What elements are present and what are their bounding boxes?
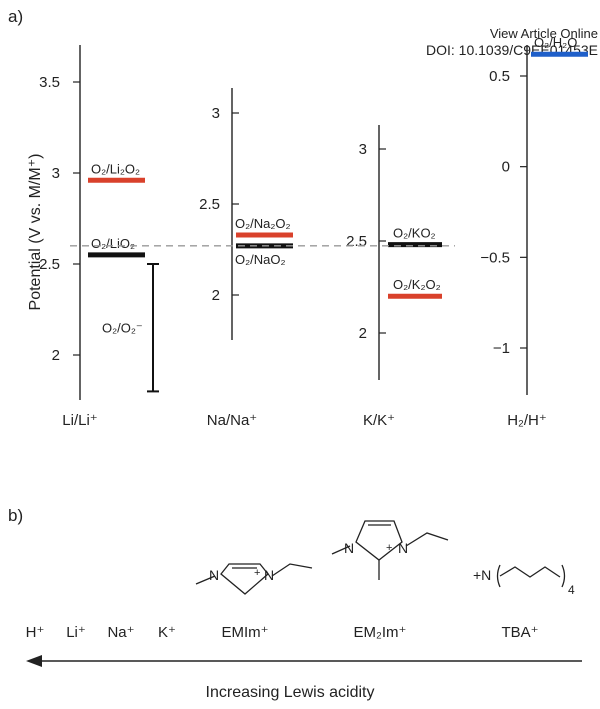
tba-butyl-chain <box>499 566 561 578</box>
li-tick-label-0: 2 <box>52 347 60 364</box>
k-tick-label-0: 2 <box>359 325 367 342</box>
em2im-ethyl-chain <box>405 532 449 547</box>
k-tick-label-2: 3 <box>359 141 367 158</box>
cation-k: K⁺ <box>158 624 176 641</box>
cation-h: H⁺ <box>26 624 45 641</box>
em2im-atom-n1: N <box>344 540 354 556</box>
li-couple-label-0: O₂/Li₂O₂ <box>91 161 140 176</box>
h-axis-xlabel: H₂/H⁺ <box>507 412 547 429</box>
k-couple-label-0: O₂/KO₂ <box>393 226 436 241</box>
li-tick-label-3: 3.5 <box>39 74 60 91</box>
li-tick-label-1: 2.5 <box>39 256 60 273</box>
h-tick-label-1: −0.5 <box>480 249 510 266</box>
tba-subscript: 4 <box>568 583 575 597</box>
k-couple-label-1: O₂/K₂O₂ <box>393 277 441 292</box>
emim-ethyl-chain <box>271 563 313 577</box>
emim-ring <box>220 563 269 595</box>
panel-a-label: a) <box>8 7 23 26</box>
em2im-ring <box>355 520 403 561</box>
k-tick-label-1: 2.5 <box>346 233 367 250</box>
em2im-charge: + <box>386 542 392 554</box>
cation-na: Na⁺ <box>107 624 134 641</box>
li-axis-xlabel: Li/Li⁺ <box>62 412 97 429</box>
tba-structure <box>496 564 566 588</box>
tba-bracket-right <box>561 564 566 588</box>
na-tick-label-2: 3 <box>212 105 220 122</box>
cation-li: Li⁺ <box>66 624 86 641</box>
na-tick-label-0: 2 <box>212 287 220 304</box>
li-o2-superoxide-range-label: O₂/O₂⁻ <box>102 321 143 336</box>
emim-methyl-bond <box>195 575 216 585</box>
cation-emim: EMIm⁺ <box>221 624 268 641</box>
potential-diagram: 2 2.5 3 3.5 Li/Li⁺ O₂/Li₂O₂ O₂/LiO₂ O₂/O₂⁻ 2 2.5 3… <box>39 35 588 429</box>
na-tick-label-1: 2.5 <box>199 196 220 213</box>
cation-em2im: EM₂Im⁺ <box>354 624 407 641</box>
na-couple-label-0: O₂/Na₂O₂ <box>235 216 291 231</box>
emim-atom-n2: N <box>264 567 274 583</box>
cation-tba: TBA⁺ <box>501 624 538 641</box>
view-article-online-link[interactable]: View Article Online <box>490 26 598 41</box>
panel-b-label: b) <box>8 506 23 525</box>
emim-structure <box>195 563 313 595</box>
h-couple-label-0: O₂/H₂O <box>534 35 577 50</box>
h-tick-label-3: 0.5 <box>489 68 510 85</box>
emim-atom-n1: N <box>209 567 219 583</box>
em2im-structure <box>331 520 449 580</box>
em2im-methyl-bond <box>331 545 351 555</box>
li-couple-label-1: O₂/LiO₂ <box>91 236 135 251</box>
lewis-acidity-arrowhead <box>26 655 42 667</box>
em2im-atom-n2: N <box>398 540 408 556</box>
li-tick-label-2: 3 <box>52 165 60 182</box>
emim-charge: + <box>254 567 260 579</box>
tba-bracket-left <box>496 564 501 588</box>
h-tick-label-2: 0 <box>502 159 510 176</box>
y-axis-label: Potential (V vs. M/M⁺) <box>27 154 44 311</box>
na-couple-label-1: O₂/NaO₂ <box>235 252 286 267</box>
lewis-acidity-caption: Increasing Lewis acidity <box>206 684 375 701</box>
tba-atom-n: +N <box>473 567 491 583</box>
h-tick-label-0: −1 <box>493 340 510 357</box>
na-axis-xlabel: Na/Na⁺ <box>207 412 257 429</box>
k-axis-xlabel: K/K⁺ <box>363 412 395 429</box>
